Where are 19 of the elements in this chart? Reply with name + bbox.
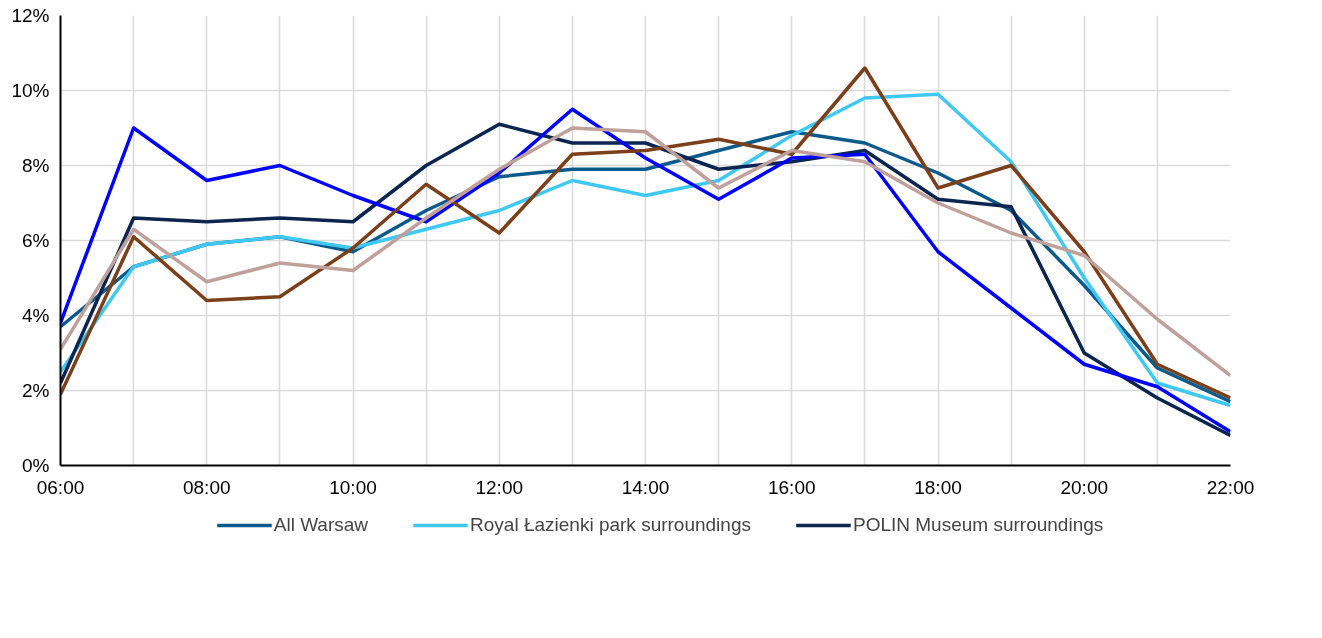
x-tick-label: 06:00 bbox=[36, 476, 85, 498]
x-tick-label: 16:00 bbox=[767, 476, 816, 498]
x-tick-label: 20:00 bbox=[1060, 476, 1109, 498]
y-tick-label: 0% bbox=[22, 455, 50, 476]
y-tick-label: 10% bbox=[11, 80, 50, 101]
x-tick-label: 22:00 bbox=[1206, 476, 1255, 498]
legend-label: All Warsaw bbox=[273, 514, 369, 536]
y-tick-label: 4% bbox=[22, 305, 50, 326]
y-tick-label: 2% bbox=[22, 380, 50, 401]
x-tick-label: 08:00 bbox=[182, 476, 231, 498]
y-tick-label: 12% bbox=[11, 5, 50, 26]
x-tick-label: 18:00 bbox=[914, 476, 962, 498]
x-tick-label: 14:00 bbox=[621, 476, 670, 498]
legend-label: POLIN Museum surroundings bbox=[852, 514, 1104, 536]
y-tick-label: 8% bbox=[22, 155, 50, 176]
x-tick-label: 12:00 bbox=[475, 476, 524, 498]
y-tick-label: 6% bbox=[22, 230, 50, 251]
x-tick-label: 10:00 bbox=[329, 476, 377, 498]
legend-label: Royal Łazienki park surroundings bbox=[470, 514, 751, 536]
